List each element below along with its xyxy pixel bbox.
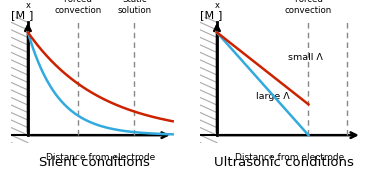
Text: x: x (25, 1, 31, 10)
Text: Distance from electrode: Distance from electrode (235, 153, 344, 162)
Text: [M: [M (11, 10, 25, 20)
Text: large Λ: large Λ (256, 92, 290, 101)
Text: small Λ: small Λ (288, 53, 323, 62)
Text: Forced
convection: Forced convection (285, 0, 332, 15)
Text: ]: ] (29, 10, 33, 20)
Text: [M: [M (200, 10, 214, 20)
Text: x: x (214, 1, 220, 10)
Text: Distance from electrode: Distance from electrode (46, 153, 155, 162)
Text: Silent conditions: Silent conditions (39, 156, 150, 169)
Text: Ultrasonic conditions: Ultrasonic conditions (214, 156, 353, 169)
Text: ]: ] (218, 10, 222, 20)
Text: Static
solution: Static solution (117, 0, 152, 15)
Text: Forced
convection: Forced convection (54, 0, 101, 15)
